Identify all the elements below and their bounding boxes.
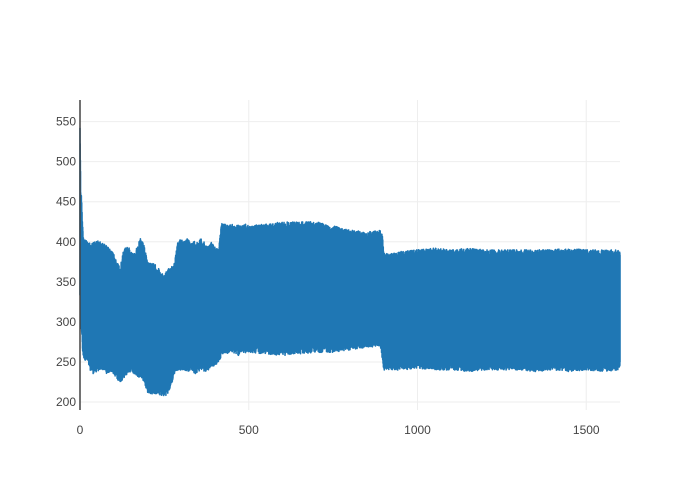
x-tick-label: 0 bbox=[77, 423, 84, 437]
y-tick-label: 350 bbox=[56, 275, 76, 289]
x-tick-label: 500 bbox=[239, 423, 259, 437]
series-line bbox=[79, 127, 621, 397]
y-tick-label: 300 bbox=[56, 315, 76, 329]
tick-labels: 200 250 300 350 400 450 500 550 0 500 1000 1500 bbox=[56, 115, 600, 437]
y-tick-label: 450 bbox=[56, 195, 76, 209]
x-tick-label: 1500 bbox=[573, 423, 600, 437]
y-tick-label: 250 bbox=[56, 355, 76, 369]
y-tick-label: 200 bbox=[56, 395, 76, 409]
y-tick-label: 500 bbox=[56, 155, 76, 169]
series-layer bbox=[79, 127, 621, 397]
y-tick-label: 550 bbox=[56, 115, 76, 129]
y-tick-label: 400 bbox=[56, 235, 76, 249]
x-tick-label: 1000 bbox=[404, 423, 431, 437]
